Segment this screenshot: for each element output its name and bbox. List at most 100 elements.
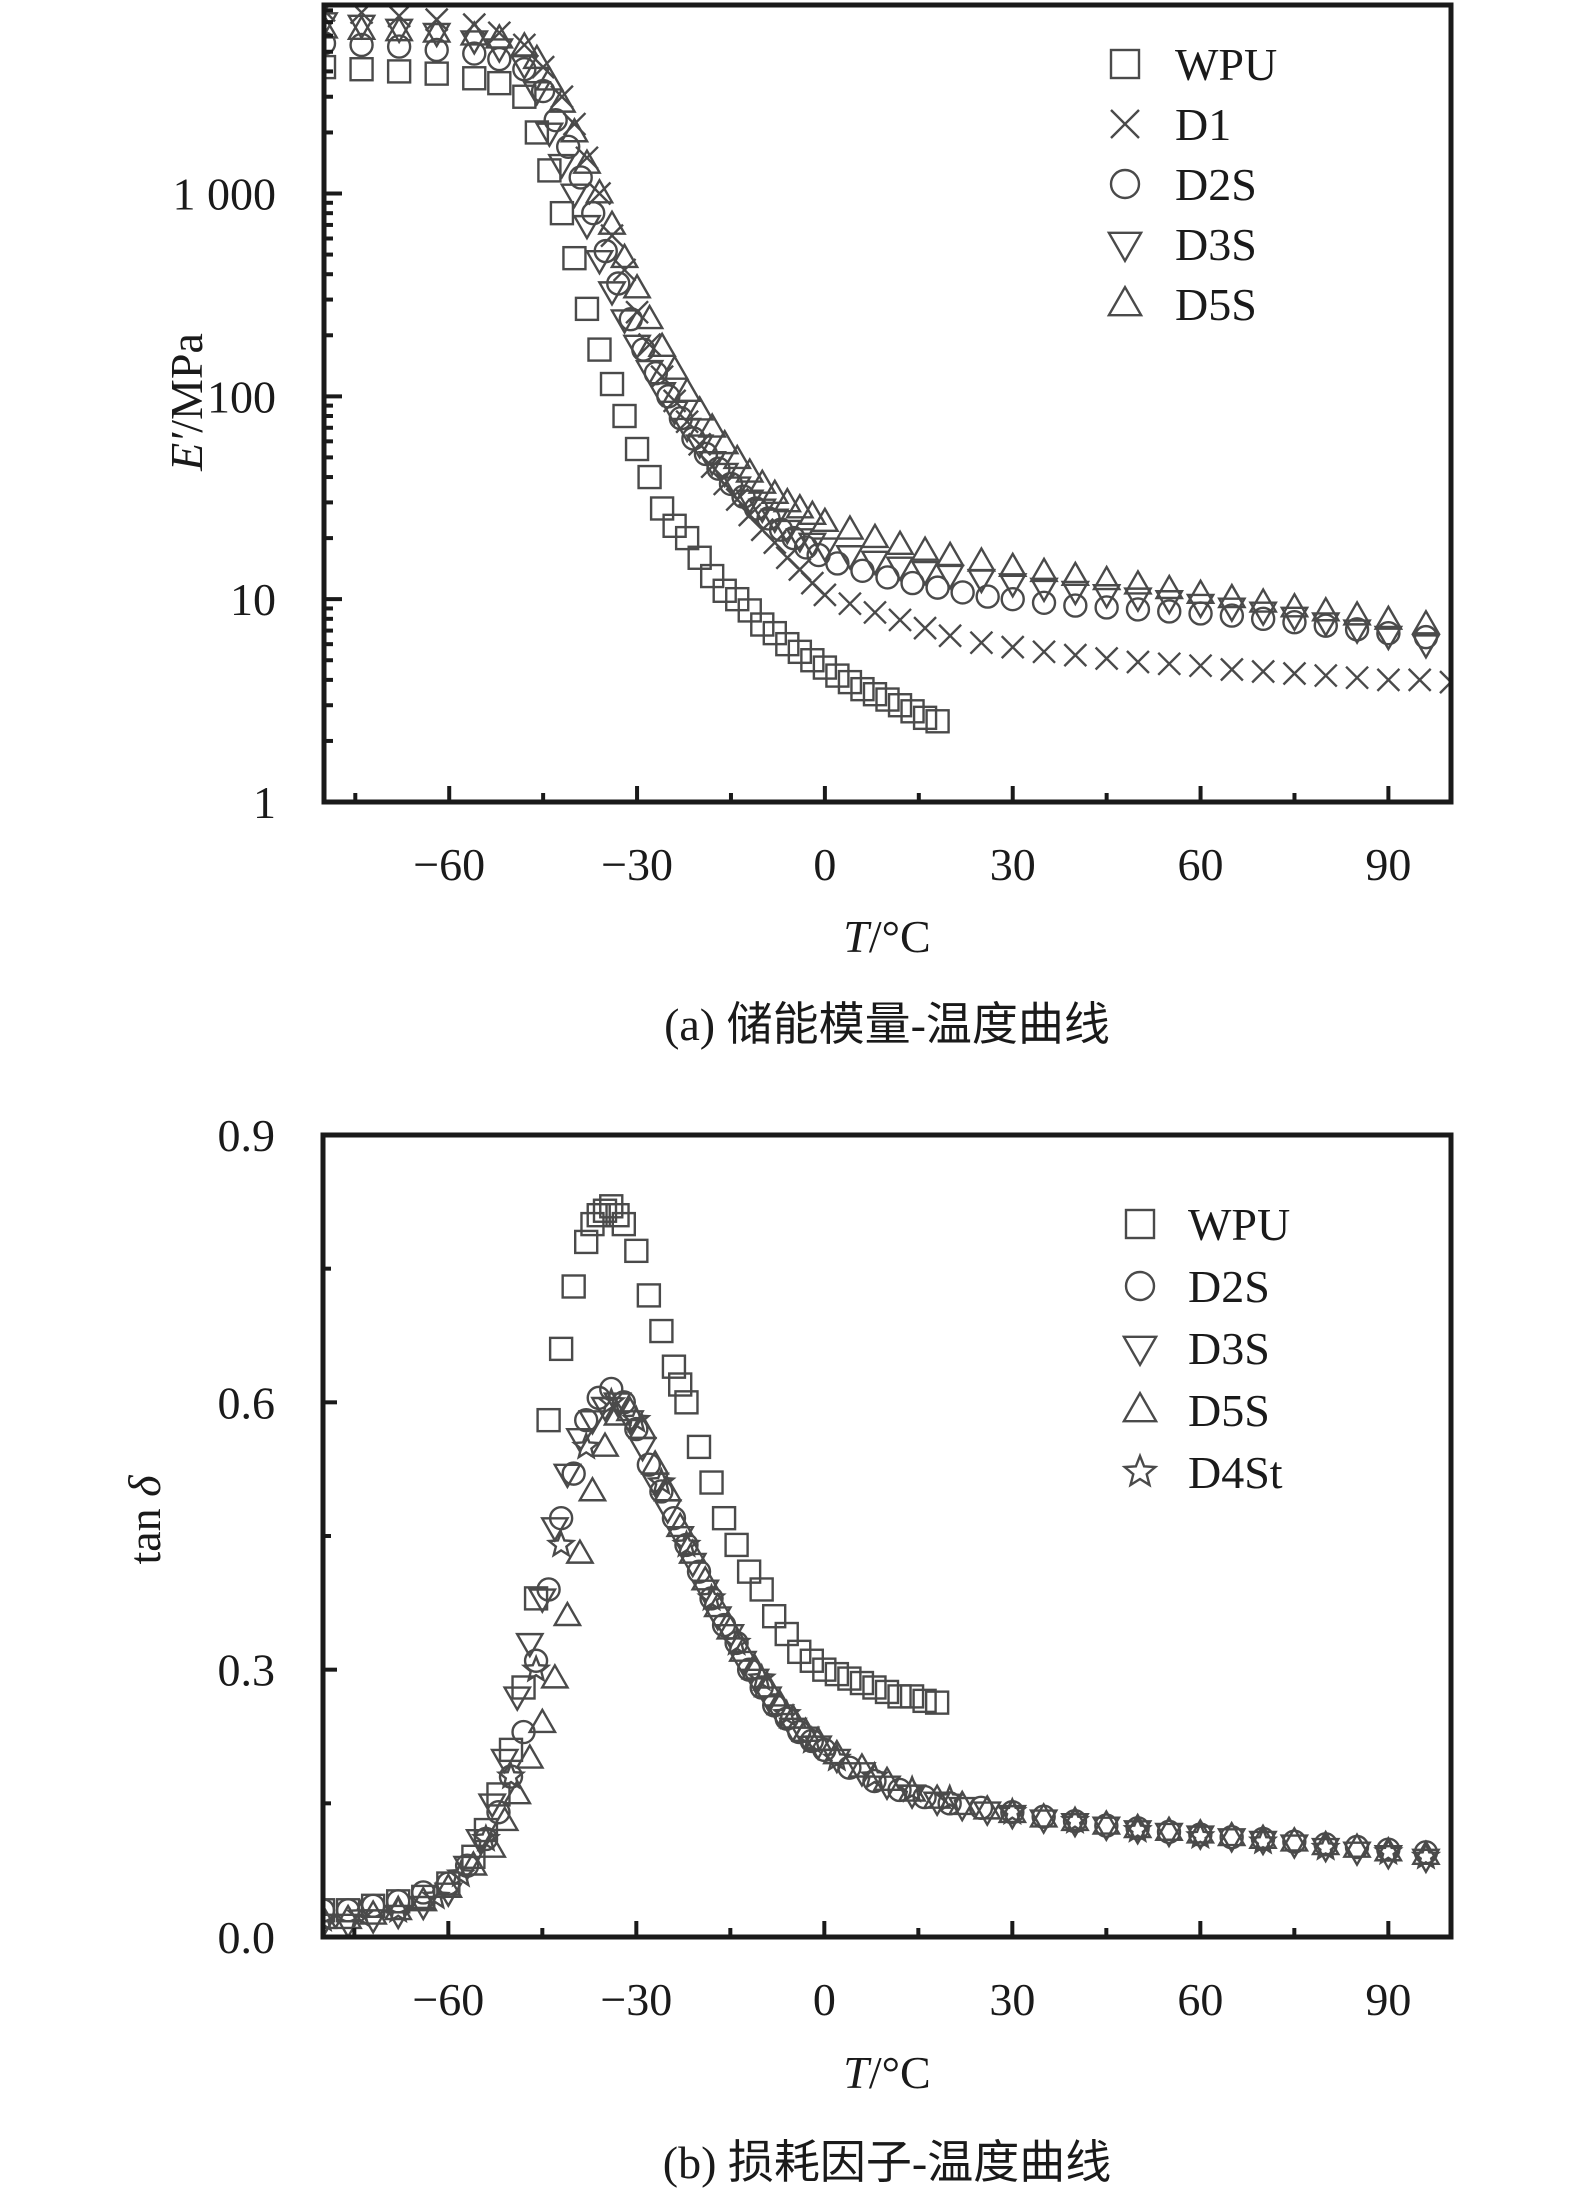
data-point xyxy=(597,281,627,307)
data-point xyxy=(778,1703,808,1729)
y-tick-label: 10 xyxy=(230,574,276,625)
data-point xyxy=(1157,599,1182,624)
data-point xyxy=(1279,1834,1310,1860)
data-point xyxy=(464,1828,495,1855)
data-point xyxy=(910,560,940,587)
data-point xyxy=(1217,597,1247,624)
data-point xyxy=(1154,590,1184,616)
data-point xyxy=(346,14,377,40)
data-point xyxy=(935,540,965,567)
data-point xyxy=(520,1653,552,1683)
data-point xyxy=(408,1895,438,1922)
data-point xyxy=(561,1274,586,1299)
data-point xyxy=(559,116,590,143)
data-point xyxy=(887,693,913,718)
data-point xyxy=(862,682,888,707)
legend-marker-triangle-down-icon xyxy=(1121,1335,1159,1368)
data-point xyxy=(1311,612,1341,638)
legend-marker-triangle-up-icon xyxy=(1106,284,1144,317)
data-point xyxy=(349,57,374,82)
data-point xyxy=(997,551,1028,578)
data-point xyxy=(622,272,652,299)
chart-b-x-tick-labels: −60 −30 0 30 60 90 xyxy=(412,1974,1411,2025)
data-point xyxy=(605,1202,630,1228)
legend-label: D5S xyxy=(1188,1385,1270,1436)
data-point xyxy=(637,464,662,490)
data-point xyxy=(1247,1825,1279,1855)
data-point xyxy=(1091,1809,1122,1835)
data-point xyxy=(646,1466,677,1496)
data-point xyxy=(860,550,890,577)
x-tick-label: 90 xyxy=(1365,1974,1411,2025)
x-tick-label: −60 xyxy=(412,1974,484,2025)
data-point xyxy=(762,1603,787,1629)
data-point xyxy=(383,1894,414,1924)
data-point xyxy=(545,1529,577,1558)
data-point xyxy=(1376,668,1401,692)
legend-item: D4St xyxy=(1121,1447,1283,1498)
data-point xyxy=(1407,668,1432,692)
data-point xyxy=(924,1690,950,1715)
data-point xyxy=(433,1882,464,1909)
data-point xyxy=(747,468,778,494)
data-point xyxy=(1282,609,1307,635)
series-d3s xyxy=(324,12,1441,660)
data-point xyxy=(568,165,593,190)
x-tick-label: 0 xyxy=(813,1974,836,2025)
chart-a-storage-modulus: −60 −30 0 30 60 90 1 10 100 1 000 WPU D1 D2S D3S D5S… xyxy=(161,2,1454,1050)
data-point xyxy=(709,462,740,489)
data-point xyxy=(922,1783,952,1809)
data-point xyxy=(333,1913,363,1937)
legend-marker-cross-icon xyxy=(1110,109,1140,139)
data-point xyxy=(470,1823,502,1852)
data-point xyxy=(1439,670,1451,694)
data-point xyxy=(1060,1805,1090,1832)
data-point xyxy=(699,1470,724,1495)
data-point xyxy=(1410,1840,1442,1870)
data-point xyxy=(810,506,840,533)
data-point xyxy=(821,1742,852,1772)
data-point xyxy=(665,1526,695,1552)
legend-label: D5S xyxy=(1175,279,1257,330)
data-point xyxy=(571,1430,602,1460)
data-point xyxy=(1094,1813,1119,1838)
data-point xyxy=(950,580,975,605)
data-point xyxy=(324,54,337,80)
data-point xyxy=(572,148,602,174)
data-point xyxy=(527,1707,558,1734)
data-point xyxy=(1060,580,1091,607)
data-point xyxy=(486,1800,511,1825)
data-point xyxy=(847,1762,877,1788)
data-point xyxy=(997,1796,1028,1826)
data-point xyxy=(624,1416,649,1442)
data-point xyxy=(1185,578,1216,605)
data-point xyxy=(562,245,587,271)
data-point xyxy=(874,1679,900,1705)
data-point xyxy=(1185,1820,1216,1850)
data-point xyxy=(433,1872,464,1898)
legend-item: D3S xyxy=(1106,219,1257,270)
legend-label: WPU xyxy=(1188,1199,1290,1250)
legend-label: D4St xyxy=(1188,1447,1283,1498)
data-point xyxy=(797,532,828,559)
data-point xyxy=(565,1538,595,1564)
series-wpu xyxy=(323,1194,950,1923)
data-point xyxy=(537,158,562,183)
data-point xyxy=(737,598,762,623)
data-point xyxy=(609,309,640,335)
data-point xyxy=(495,1760,527,1790)
data-point xyxy=(512,33,537,57)
data-point xyxy=(681,426,706,451)
data-point xyxy=(565,1427,595,1454)
data-point xyxy=(1029,577,1059,604)
data-point xyxy=(875,687,900,712)
data-point xyxy=(887,1684,912,1709)
x-tick-label: 0 xyxy=(813,839,836,890)
data-point xyxy=(555,134,581,159)
data-point xyxy=(502,1686,532,1713)
data-point xyxy=(721,1626,752,1656)
data-point xyxy=(900,699,925,724)
data-point xyxy=(462,41,487,66)
data-point xyxy=(622,334,652,361)
data-point xyxy=(534,65,565,91)
